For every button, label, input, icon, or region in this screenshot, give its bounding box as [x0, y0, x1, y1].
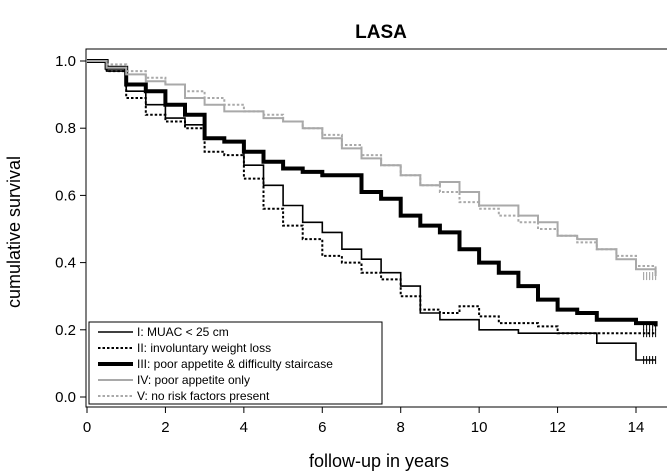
legend-label-1: I: MUAC < 25 cm	[137, 325, 229, 339]
x-tick-label: 14	[628, 419, 645, 436]
series-line-2	[87, 60, 656, 335]
y-axis-label: cumulative survival	[4, 156, 24, 308]
series-lines	[87, 59, 658, 365]
series-line-5	[87, 60, 657, 276]
plot-frame	[85, 48, 667, 408]
x-tick-label: 2	[161, 419, 169, 436]
legend-box	[88, 321, 383, 405]
y-tick-label: 1.0	[55, 53, 76, 70]
series-line-1	[87, 60, 656, 361]
x-tick-label: 0	[83, 419, 91, 436]
axis-ticks: 0 2 4 6 8 10 12 14 0.0 0.2 0.4 0.6 0.8 1.0	[55, 53, 644, 436]
legend-label-2: II: involuntary weight loss	[137, 341, 271, 355]
x-tick-label: 6	[318, 419, 326, 436]
y-tick-label: 0.4	[55, 255, 76, 272]
x-tick-label: 12	[549, 419, 566, 436]
series-line-3	[87, 59, 658, 327]
y-tick-label: 0.6	[55, 187, 76, 204]
legend-label-4: IV: poor appetite only	[137, 373, 250, 387]
y-tick-label: 0.2	[55, 322, 76, 339]
y-tick-label: 0.0	[55, 389, 76, 406]
x-axis-label: follow-up in years	[309, 451, 449, 471]
chart-title: LASA	[355, 22, 407, 43]
x-tick-label: 10	[471, 419, 488, 436]
x-tick-label: 4	[240, 419, 248, 436]
legend: I: MUAC < 25 cm II: involuntary weight lo…	[88, 321, 383, 405]
x-tick-label: 8	[397, 419, 405, 436]
y-tick-label: 0.8	[55, 120, 76, 137]
series-line-4	[87, 60, 657, 276]
legend-label-5: V: no risk factors present	[137, 389, 270, 403]
legend-label-3: III: poor appetite & difficulty staircas…	[137, 357, 333, 371]
